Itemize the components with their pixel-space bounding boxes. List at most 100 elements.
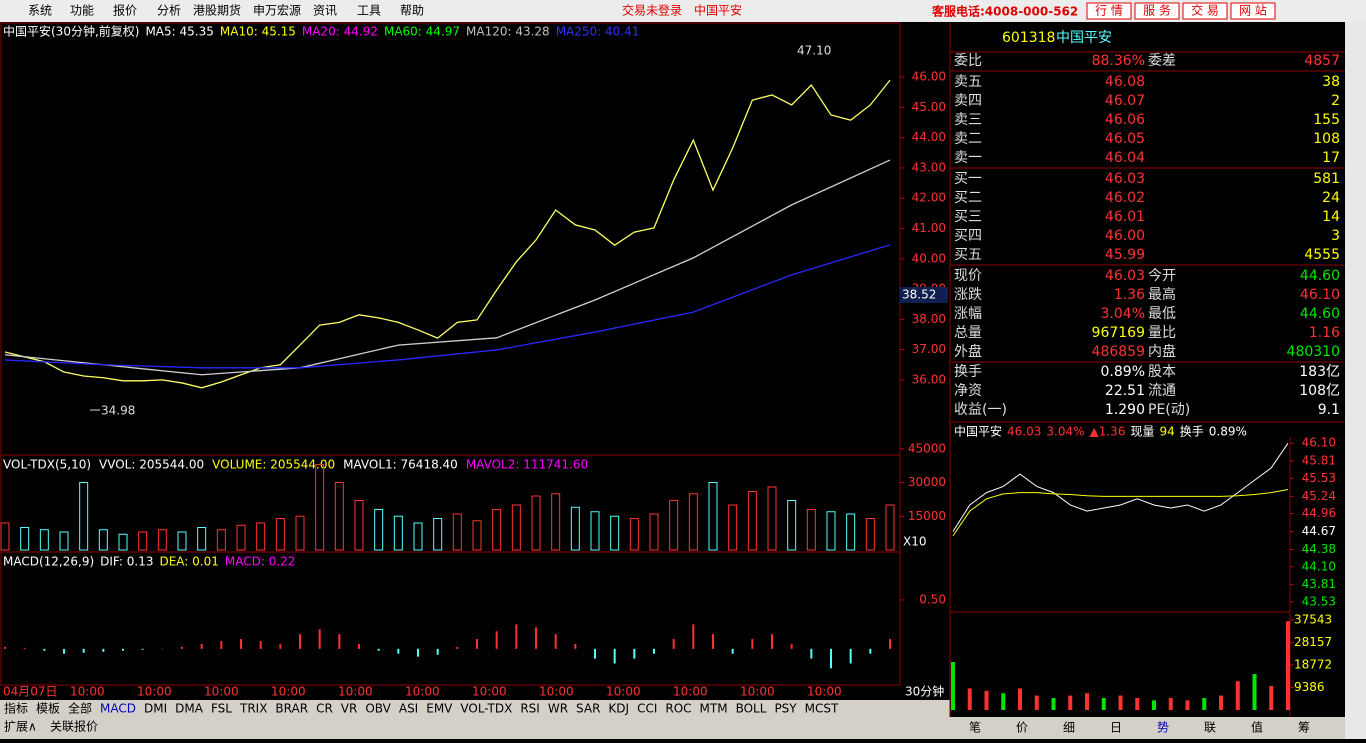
volume-bar	[826, 511, 836, 551]
indicator-tab[interactable]: FSL	[211, 702, 232, 716]
login-status[interactable]: 交易未登录	[622, 3, 682, 18]
menu-item[interactable]: 资讯	[313, 4, 337, 18]
indicator-tab[interactable]: MCST	[805, 702, 839, 716]
volume-bar	[334, 482, 344, 551]
indicator-tab[interactable]: VOL-TDX	[460, 702, 512, 716]
macd-bar	[712, 634, 714, 649]
menu-item[interactable]: 报价	[113, 3, 137, 18]
top-button[interactable]	[1230, 2, 1276, 20]
menu-item[interactable]: 系统	[28, 4, 52, 18]
quote-value: 183亿	[1299, 364, 1340, 380]
volume-bar	[236, 524, 246, 551]
volume-bar	[649, 513, 659, 551]
indicator-tab[interactable]: DMI	[144, 702, 167, 716]
quote-value: 4857	[1304, 53, 1340, 69]
book-price: 46.06	[1105, 112, 1145, 128]
volume-bar	[747, 491, 757, 551]
indicator-tab[interactable]: KDJ	[608, 702, 629, 716]
indicator-tab[interactable]: RSI	[520, 702, 540, 716]
quote-value: 44.60	[1300, 268, 1340, 284]
y-tick-label: 37.00	[912, 342, 946, 356]
intraday-volume	[1018, 688, 1022, 710]
macd-bar	[43, 648, 46, 651]
side-tab[interactable]: 值	[1251, 720, 1263, 735]
indicator-tab[interactable]: DMA	[175, 702, 204, 716]
top-button[interactable]	[1086, 2, 1132, 20]
volume-bar	[393, 515, 403, 551]
y-tick-label: 43.81	[1302, 577, 1336, 591]
macd-bar	[594, 648, 596, 659]
intraday-volume	[1068, 695, 1073, 710]
volume-bar	[610, 515, 620, 551]
side-tab[interactable]: 价	[1016, 721, 1028, 735]
book-label: 买二	[954, 190, 982, 206]
stock-name: 中国平安	[694, 3, 742, 18]
indicator-tab[interactable]: CCI	[637, 702, 657, 716]
quote-label: 净资	[954, 383, 982, 399]
indicator-tab[interactable]: 指标	[4, 701, 28, 716]
menu-item[interactable]: 功能	[70, 4, 94, 18]
book-label: 买五	[954, 247, 982, 263]
y-tick-label: 45000	[908, 441, 946, 455]
volume-bar	[177, 531, 187, 551]
indicator-tab[interactable]: 全部	[68, 701, 92, 716]
legend-item: 中国平安(30分钟,前复权)	[3, 24, 139, 39]
footer-tab[interactable]: 扩展∧	[4, 720, 37, 734]
menu-item[interactable]: 分析	[157, 4, 181, 18]
indicator-tab[interactable]: BOLL	[736, 702, 767, 716]
menu-item[interactable]: 工具	[357, 4, 381, 18]
volume-bar	[531, 495, 541, 551]
volume-bar	[492, 509, 502, 551]
volume-bar	[472, 520, 482, 551]
macd-bar	[181, 646, 183, 649]
volume-bar	[374, 509, 384, 551]
menu-item[interactable]: 港股期货	[193, 3, 241, 18]
volume-bar	[688, 493, 698, 551]
indicator-tab[interactable]: ASI	[399, 702, 418, 716]
side-tab[interactable]: 日	[1110, 721, 1122, 735]
book-label: 卖五	[954, 74, 982, 90]
time-label: 10:00	[271, 685, 306, 699]
book-volume: 38	[1322, 74, 1340, 90]
footer-tab[interactable]: 关联报价	[50, 719, 98, 734]
indicator-tab[interactable]: CR	[316, 702, 333, 716]
legend-item: DEA: 0.01	[159, 555, 218, 569]
indicator-tab[interactable]: TRIX	[239, 702, 267, 716]
menu-item[interactable]: 帮助	[400, 4, 424, 18]
indicator-tab[interactable]: OBV	[365, 702, 391, 716]
quote-label: PE(动)	[1148, 402, 1190, 418]
side-tab[interactable]: 筹	[1298, 721, 1310, 735]
volume-bar	[413, 522, 423, 551]
side-tab[interactable]: 细	[1063, 721, 1075, 735]
indicator-tab[interactable]: MACD	[100, 702, 136, 716]
book-price: 45.99	[1105, 247, 1145, 263]
indicator-tab[interactable]: PSY	[774, 702, 797, 716]
quote-value: 0.89%	[1101, 364, 1145, 380]
top-button[interactable]	[1182, 2, 1228, 20]
side-tab[interactable]: 联	[1204, 721, 1216, 735]
quote-label: 涨跌	[954, 287, 982, 303]
indicator-tab[interactable]: EMV	[426, 702, 453, 716]
quote-value: 9.1	[1318, 402, 1340, 418]
indicator-tab[interactable]: WR	[548, 702, 568, 716]
volume-bar	[315, 464, 325, 551]
macd-bar	[141, 648, 144, 650]
side-tab[interactable]: 势	[1157, 721, 1169, 735]
intraday-volume	[1135, 698, 1140, 710]
indicator-tab[interactable]: BRAR	[275, 702, 308, 716]
indicator-tab[interactable]: VR	[341, 702, 358, 716]
price-line	[4, 159, 891, 376]
intraday-title: 94	[1159, 425, 1174, 439]
side-tab[interactable]: 笔	[969, 720, 981, 735]
legend-item: MACD(12,26,9)	[3, 555, 94, 569]
menu-item[interactable]: 申万宏源	[253, 3, 301, 18]
indicator-tab[interactable]: 模板	[36, 702, 60, 716]
indicator-tab[interactable]: ROC	[665, 702, 691, 716]
intraday-title: ▲1.36	[1090, 425, 1126, 439]
volume-bar	[79, 482, 89, 551]
top-button[interactable]	[1134, 2, 1180, 20]
indicator-tab[interactable]: MTM	[700, 702, 728, 716]
indicator-tab[interactable]: SAR	[576, 702, 600, 716]
book-price: 46.08	[1105, 74, 1145, 90]
macd-bar	[436, 648, 439, 655]
